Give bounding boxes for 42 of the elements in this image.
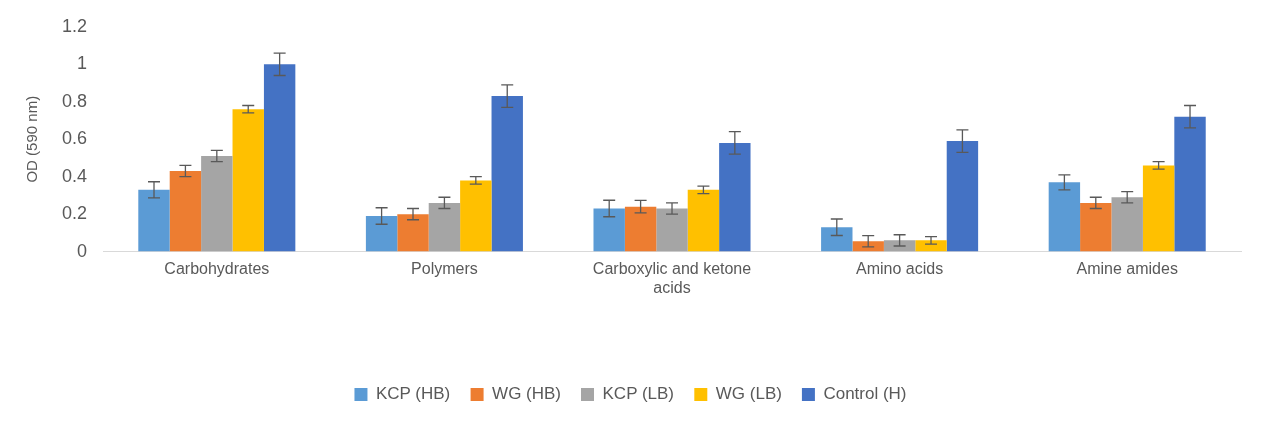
bar [821, 227, 853, 252]
y-tick-label: 0.4 [61, 165, 88, 186]
bar [263, 64, 296, 252]
y-tick-label: 0 [77, 240, 88, 261]
bar [1111, 197, 1143, 252]
bar [460, 180, 492, 252]
y-tick-label: 0.8 [61, 90, 88, 111]
bar [624, 206, 657, 252]
legend-label: KCP (LB) [602, 384, 675, 404]
bar [397, 214, 429, 252]
x-tick-label: Carbohydrates [164, 259, 270, 277]
bar [1048, 182, 1081, 252]
legend-label: KCP (HB) [375, 384, 451, 404]
y-tick-label: 0.2 [61, 203, 88, 224]
y-tick-label: 1 [77, 53, 88, 74]
bar [1174, 116, 1206, 252]
bar [365, 216, 398, 252]
bar [946, 141, 979, 252]
x-tick-label: Carboxylic and ketone acids [592, 259, 752, 296]
legend-label: Control (H) [823, 384, 907, 404]
bar [915, 240, 947, 252]
legend-label: WG (HB) [492, 384, 562, 404]
y-axis-title: OD (590 nm) [23, 95, 41, 183]
x-tick-label: Polymers [411, 259, 478, 277]
bar [593, 208, 625, 252]
bar [201, 156, 233, 252]
bar [719, 142, 751, 252]
bar [852, 241, 884, 252]
bar [232, 109, 264, 252]
y-tick-label: 0.6 [61, 128, 88, 149]
legend-label: WG (LB) [715, 384, 782, 404]
bar [1142, 165, 1175, 252]
bar [169, 171, 202, 252]
bar [138, 189, 170, 252]
bar [491, 96, 523, 252]
x-tick-label: Amine amides [1076, 259, 1178, 277]
x-tick-label: Amino acids [856, 259, 944, 277]
y-tick-label: 1.2 [61, 15, 88, 36]
bar [1080, 202, 1112, 252]
bar [687, 189, 720, 252]
bar [656, 208, 688, 252]
bar [428, 202, 461, 252]
